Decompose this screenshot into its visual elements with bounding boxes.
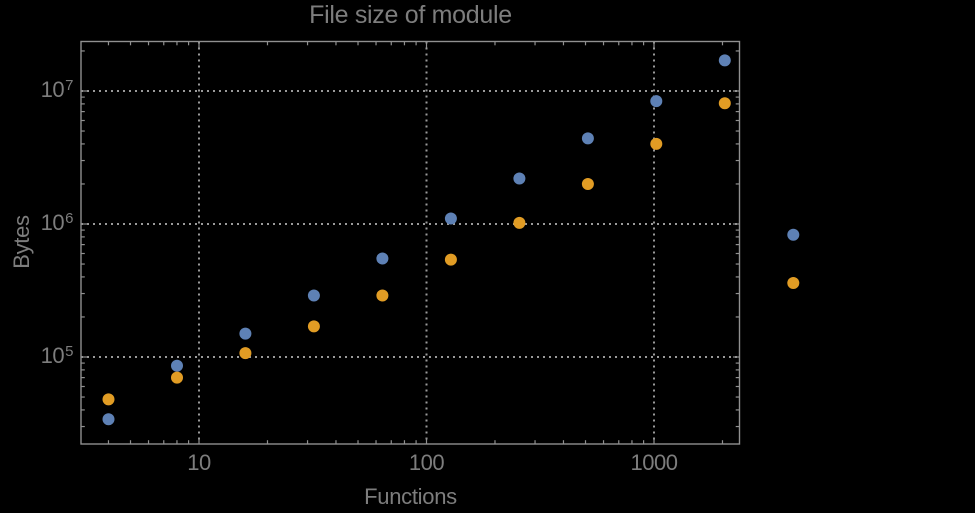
- x-axis-title: Functions: [364, 484, 457, 509]
- x-tick-label-10: 10: [187, 450, 211, 475]
- data-point-orange-series: [307, 320, 320, 333]
- y-tick-exponent: 6: [65, 209, 73, 227]
- x-tick-label-1000: 1000: [630, 450, 678, 475]
- data-point-blue-series: [513, 172, 526, 185]
- y-axis-title: Bytes: [9, 215, 34, 269]
- data-point-blue-series: [718, 54, 731, 67]
- data-point-blue-series: [239, 327, 252, 340]
- data-point-orange-series: [718, 97, 731, 110]
- data-point-blue-series: [650, 95, 663, 108]
- data-point-orange-series: [581, 178, 594, 190]
- data-point-orange-series: [102, 393, 115, 406]
- y-tick-base: 10: [40, 343, 65, 368]
- y-tick-base: 10: [40, 77, 65, 102]
- data-point-blue-series: [581, 132, 594, 145]
- y-tick-label-1e5: 105: [0, 342, 74, 369]
- data-point-blue-series: [171, 359, 183, 372]
- data-point-blue-series: [376, 252, 389, 265]
- data-point-orange-series: [444, 253, 457, 266]
- data-point-orange-series: [171, 371, 183, 384]
- data-point-orange-series: [376, 289, 389, 302]
- chart-title: File size of module: [309, 1, 512, 29]
- y-tick-exponent: 7: [65, 76, 73, 94]
- y-tick-exponent: 5: [65, 342, 73, 360]
- data-point-orange-series: [513, 216, 526, 229]
- data-point-blue-series: [102, 413, 115, 426]
- y-tick-base: 10: [40, 210, 65, 235]
- data-point-orange-series: [650, 137, 663, 150]
- plot-frame: [80, 40, 741, 445]
- y-tick-label-1e6: 106: [0, 209, 74, 236]
- data-point-blue-series: [787, 228, 800, 241]
- data-point-blue-series: [444, 212, 457, 225]
- data-point-blue-series: [307, 289, 320, 302]
- data-point-orange-series: [787, 277, 800, 289]
- x-tick-label-100: 100: [408, 450, 445, 475]
- data-point-orange-series: [239, 347, 252, 360]
- y-tick-label-1e7: 107: [0, 76, 74, 103]
